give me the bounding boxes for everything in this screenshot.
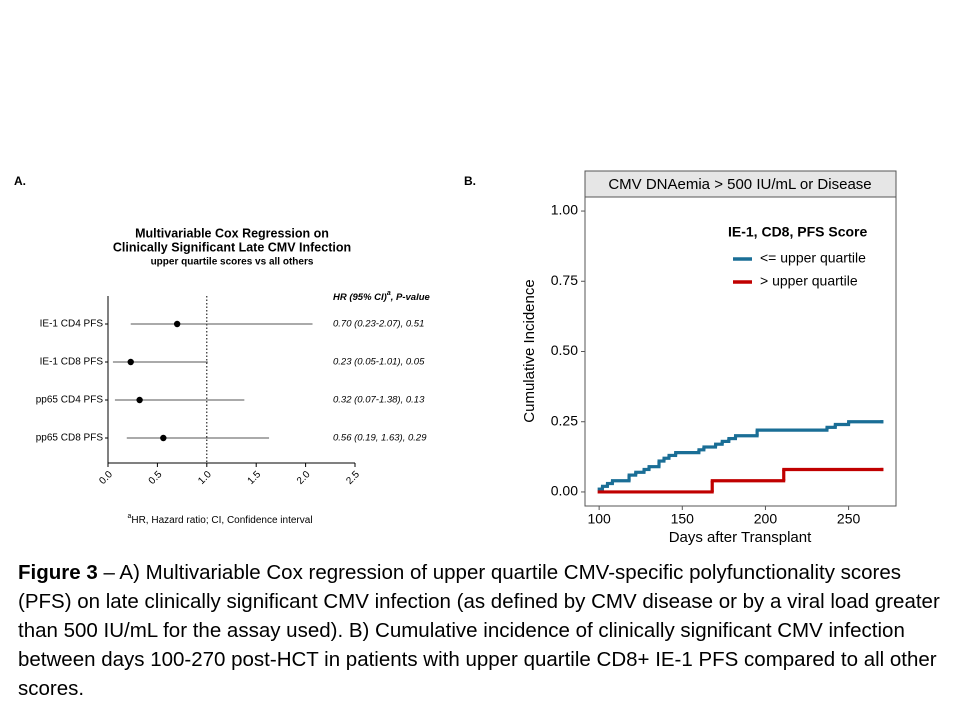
hazard-ratio-point (173, 320, 181, 328)
x-tick-label: 0.5 (147, 469, 165, 487)
y-axis-title: Cumulative Incidence (521, 279, 538, 422)
value-label: 0.70 (0.23-2.07), 0.51 (333, 319, 424, 330)
caption-label: Figure 3 (18, 561, 98, 584)
y-tick-label: 1.00 (551, 202, 578, 218)
x-tick-label: 100 (587, 511, 611, 527)
x-tick-label: 0.0 (97, 469, 115, 487)
hazard-ratio-point (136, 396, 143, 404)
y-tick-label: 0.50 (551, 342, 578, 358)
chart-title: Multivariable Cox Regression on (135, 226, 329, 240)
figure: A. Multivariable Cox Regression on Clini… (14, 170, 897, 546)
category-label: IE-1 CD8 PFS (40, 357, 104, 368)
hazard-ratio-point (127, 358, 134, 366)
category-label: pp65 CD8 PFS (36, 433, 104, 444)
title-strip (584, 170, 897, 198)
category-label: IE-1 CD4 PFS (40, 319, 104, 330)
plot-panel (584, 196, 897, 507)
x-axis-title: Days after Transplant (669, 529, 812, 546)
caption-text: – A) Multivariable Cox regression of upp… (18, 561, 940, 700)
panel-label: A. (14, 174, 26, 188)
footnote-text: HR, Hazard ratio; CI, Confidence interva… (131, 515, 312, 526)
column-header-suffix: , P-value (390, 292, 431, 303)
hazard-ratio-point (160, 434, 167, 442)
chart-subtitle: upper quartile scores vs all others (151, 257, 314, 268)
legend-title: IE-1, CD8, PFS Score (728, 224, 867, 240)
value-label: 0.32 (0.07-1.38), 0.13 (333, 395, 425, 406)
x-tick-label: 2.5 (344, 469, 362, 487)
x-tick-label: 150 (671, 511, 695, 527)
legend-label: <= upper quartile (760, 250, 866, 266)
chart-title: Clinically Significant Late CMV Infectio… (113, 240, 351, 254)
y-tick-label: 0.00 (551, 483, 578, 499)
x-tick-label: 200 (754, 511, 778, 527)
y-tick-label: 0.25 (551, 412, 578, 428)
x-tick-label: 250 (837, 511, 861, 527)
y-tick-label: 0.75 (551, 272, 578, 288)
category-label: pp65 CD4 PFS (36, 395, 104, 406)
chart-title: CMV DNAemia > 500 IU/mL or Disease (608, 176, 871, 193)
column-header-text: HR (95% CI) (333, 292, 387, 303)
legend-label: > upper quartile (760, 273, 858, 289)
value-label: 0.23 (0.05-1.01), 0.05 (333, 357, 425, 368)
x-tick-label: 1.5 (246, 469, 264, 487)
footnote: aHR, Hazard ratio; CI, Confidence interv… (127, 513, 312, 526)
x-tick-label: 1.0 (196, 469, 214, 487)
value-label: 0.56 (0.19, 1.63), 0.29 (333, 433, 427, 444)
footnote-superscript: a (127, 513, 131, 520)
caption: Figure 3 – A) Multivariable Cox regressi… (18, 558, 948, 703)
column-header-superscript: a (387, 290, 391, 297)
column-header: HR (95% CI)a, P-value (333, 290, 431, 303)
panel-label: B. (464, 174, 476, 188)
x-tick-label: 2.0 (295, 469, 313, 487)
